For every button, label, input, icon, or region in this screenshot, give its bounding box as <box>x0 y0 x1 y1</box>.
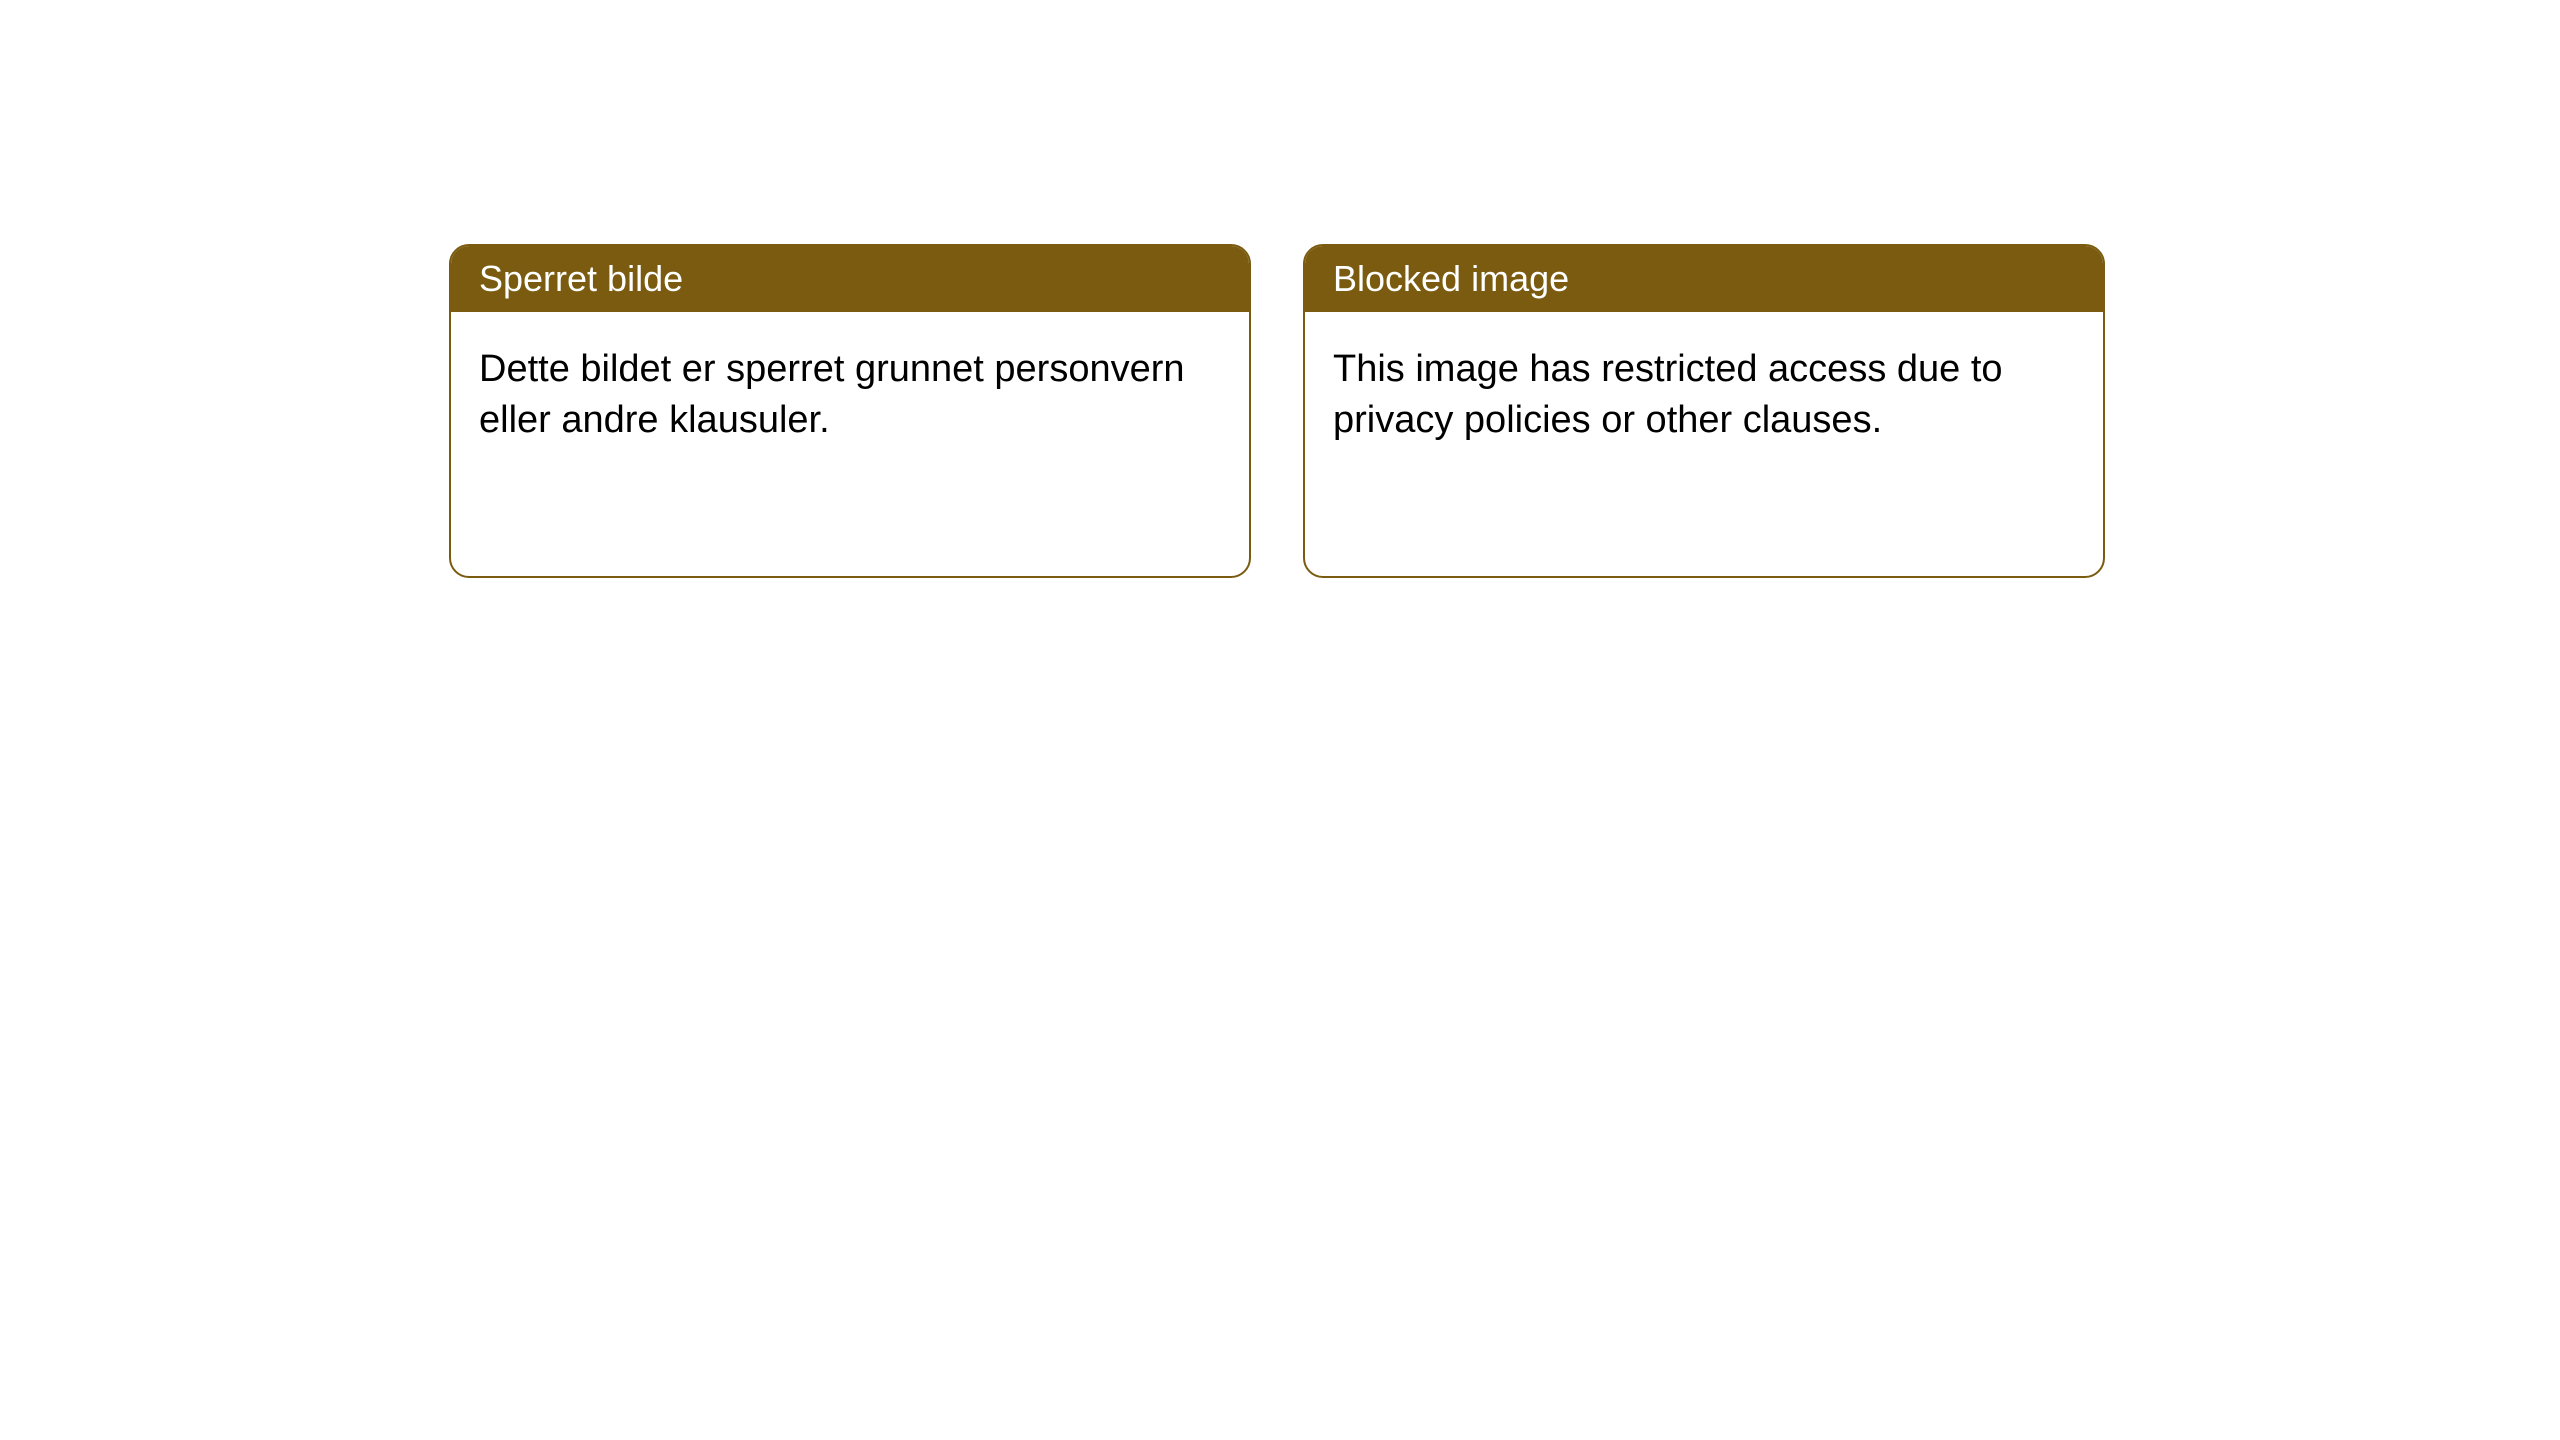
notice-card-norwegian: Sperret bilde Dette bildet er sperret gr… <box>449 244 1251 578</box>
card-message: This image has restricted access due to … <box>1333 348 2003 441</box>
card-header: Blocked image <box>1305 246 2103 312</box>
card-body: Dette bildet er sperret grunnet personve… <box>451 312 1249 479</box>
card-body: This image has restricted access due to … <box>1305 312 2103 479</box>
notice-card-english: Blocked image This image has restricted … <box>1303 244 2105 578</box>
notice-container: Sperret bilde Dette bildet er sperret gr… <box>449 244 2105 578</box>
card-message: Dette bildet er sperret grunnet personve… <box>479 348 1185 441</box>
card-title: Blocked image <box>1333 258 1569 299</box>
card-header: Sperret bilde <box>451 246 1249 312</box>
card-title: Sperret bilde <box>479 258 683 299</box>
